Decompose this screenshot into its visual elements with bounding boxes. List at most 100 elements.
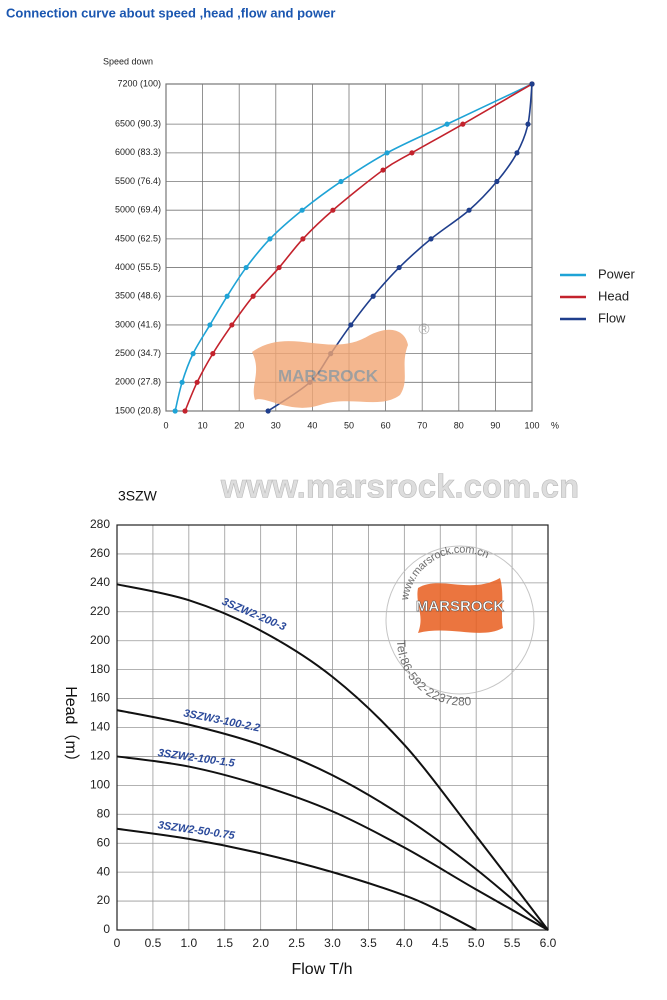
y-tick-label: 180 [90,662,110,676]
y-tick-label: 80 [97,806,111,820]
x-tick-label: 30 [271,420,281,430]
charts: 0 10 20 30 40 50 60 70 80 90 100 1500 (20.8) 2000 (2… [90,78,636,950]
x-tick-label: 10 [198,420,208,430]
y-tick-label: 6500 (90.3) [115,119,161,129]
y-tick-label: 2500 (34.7) [115,348,161,358]
y-tick-label: 200 [90,633,110,647]
point [384,150,390,156]
series-line [116,755,549,931]
y-tick-label: 140 [90,720,110,734]
y-tick-label: 260 [90,546,110,560]
x-tick-label: 0 [163,420,168,430]
x-tick-label: 3.5 [360,936,377,950]
chart-title: Connection curve about speed ,head ,flow… [6,5,335,20]
y-tick-label: 5000 (69.4) [115,205,161,215]
plot-frame [116,524,549,931]
point [444,121,450,127]
x-tick-label: 4.0 [396,936,413,950]
point [190,351,196,357]
point [194,379,200,385]
point [348,322,354,328]
point [396,264,402,271]
y-tick-label: 100 [90,778,110,792]
point [182,408,188,414]
legend-label: Flow [598,310,626,325]
y-tick-label: 4000 (55.5) [115,262,161,272]
series-line [116,709,549,931]
x-tick-label: 1.5 [216,936,233,950]
x-axis-label: Flow T/h [291,961,352,978]
x-tick-label: 100 [524,420,539,430]
series-line [116,583,549,931]
point [229,322,235,328]
chart: 0 10 20 30 40 50 60 70 80 90 100 1500 (20.8) 2000 (2… [115,78,636,430]
series-line [116,827,477,931]
point [494,178,500,185]
x-tick-label: 0.5 [145,936,162,950]
point [338,178,344,185]
plot-frame [165,83,533,412]
point [207,322,213,328]
point [466,207,472,213]
point [409,150,415,156]
point [460,121,466,127]
point [179,379,185,385]
y-axis-label: Head（m） [62,686,80,770]
x-tick-label: 5.5 [504,936,521,950]
point [265,408,271,414]
point [514,150,520,156]
y-axis-label: Speed down [103,56,153,66]
y-tick-label: 4500 (62.5) [115,233,161,243]
x-tick-label: 5.0 [468,936,485,950]
y-tick-label: 1500 (20.8) [115,405,161,415]
legend-label: Power [598,266,636,281]
point [243,264,249,271]
stamp-brand: MARSROCK [416,598,504,615]
point [267,236,273,242]
y-tick-label: 6000 (83.3) [115,147,161,157]
y-tick-label: 20 [97,893,111,907]
y-tick-label: 0 [103,922,110,936]
brand-watermark: MARSROCK [278,366,379,385]
site-watermark: www.marsrock.com.cn [220,468,579,505]
x-tick-label: 4.5 [432,936,449,950]
y-tick-label: 40 [97,864,111,878]
x-tick-label: 20 [234,420,244,430]
y-tick-label: 3000 (41.6) [115,319,161,329]
point [210,351,216,357]
point [370,293,376,299]
x-tick-label: 80 [454,420,464,430]
x-tick-label: 3.0 [324,936,341,950]
x-tick-label: 1.0 [180,936,197,950]
x-tick-label: 50 [344,420,354,430]
x-tick-label: 60 [381,420,391,430]
logo-watermark: MARSROCK ® [252,321,430,408]
y-tick-label: 3500 (48.6) [115,291,161,301]
x-unit: % [551,420,559,430]
point [276,264,282,271]
y-tick-label: 5500 (76.4) [115,176,161,186]
registered-mark: ® [418,321,429,338]
y-tick-label: 160 [90,691,110,705]
chart: 0 0.5 1.0 1.5 2.0 2.5 3.0 3.5 4.0 4.5 5.0 5.5 6.0 0 20… [90,517,557,950]
series-label: 3SZW3-100-2.2 [182,707,260,734]
point [250,293,256,299]
y-tick-label: 120 [90,749,110,763]
y-tick-label: 220 [90,604,110,618]
point [299,207,305,213]
point [380,167,386,173]
x-tick-label: 2.5 [288,936,305,950]
x-tick-label: 40 [307,420,317,430]
point [172,408,178,414]
chart-title: 3SZW [118,488,158,504]
y-tick-label: 60 [97,835,111,849]
y-tick-label: 280 [90,517,110,531]
legend-label: Head [598,288,629,303]
y-tick-label: 240 [90,575,110,589]
point [330,207,336,213]
x-tick-label: 2.0 [252,936,269,950]
x-tick-label: 0 [114,936,121,950]
y-tick-label: 2000 (27.8) [115,377,161,387]
x-tick-label: 90 [490,420,500,430]
